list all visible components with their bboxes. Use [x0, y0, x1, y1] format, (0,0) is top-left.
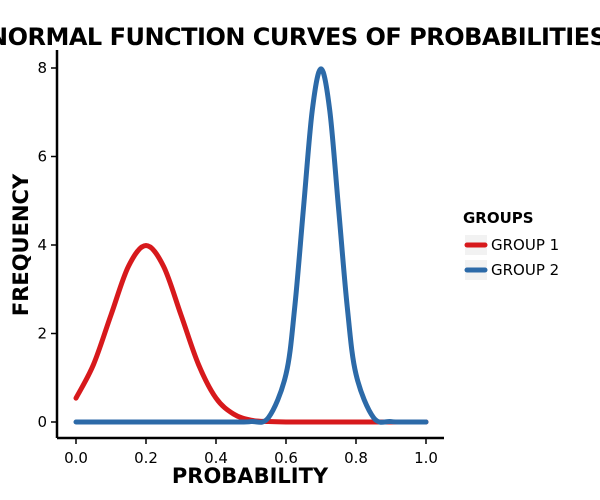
legend-label-group-1: GROUP 1: [491, 236, 559, 254]
x-tick-label: 0.4: [204, 449, 228, 467]
plot-area: [73, 66, 429, 425]
legend: GROUPS GROUP 1 GROUP 2: [463, 209, 559, 280]
legend-label-group-2: GROUP 2: [491, 261, 559, 279]
y-tick-label: 8: [37, 59, 47, 77]
y-axis-ticks: 0 2 4 6 8: [37, 59, 57, 431]
y-tick-label: 0: [37, 413, 47, 431]
series-line-group-1: [73, 242, 429, 425]
legend-items: GROUP 1 GROUP 2: [464, 235, 559, 280]
y-tick-label: 2: [37, 325, 47, 343]
x-tick-label: 1.0: [414, 449, 438, 467]
x-tick-label: 0.6: [274, 449, 298, 467]
series-line-group-2: [73, 66, 429, 425]
x-axis-label: PROBABILITY: [172, 464, 329, 488]
x-tick-label: 0.8: [344, 449, 368, 467]
y-axis-label: FREQUENCY: [9, 173, 33, 316]
chart-title: NORMAL FUNCTION CURVES OF PROBABILITIES: [0, 23, 600, 51]
x-tick-label: 0.2: [134, 449, 158, 467]
y-tick-label: 4: [37, 236, 47, 254]
y-tick-label: 6: [37, 148, 47, 166]
legend-title: GROUPS: [463, 209, 534, 227]
x-axis-ticks: 0.0 0.2 0.4 0.6 0.8 1.0: [64, 438, 438, 467]
x-tick-label: 0.0: [64, 449, 88, 467]
